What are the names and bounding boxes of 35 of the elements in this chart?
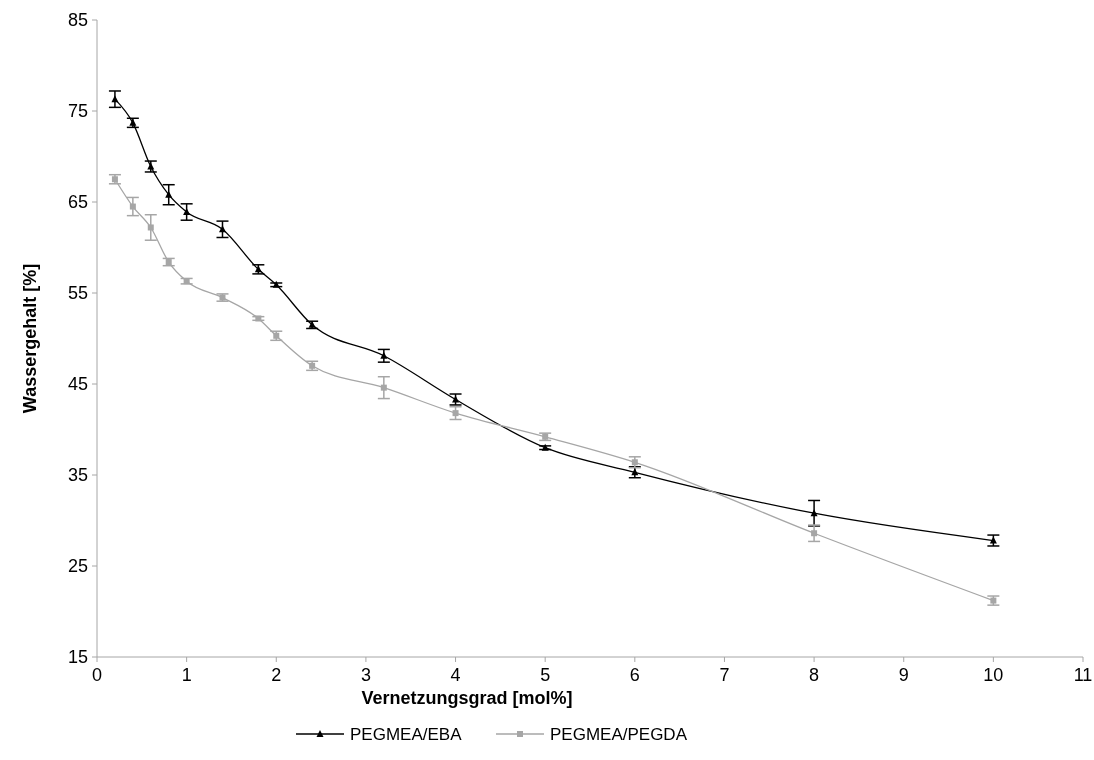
point — [452, 410, 459, 417]
point — [183, 208, 191, 216]
point — [218, 225, 226, 233]
point — [810, 509, 818, 517]
y-tick-label: 75 — [67, 101, 88, 122]
x-tick-label: 5 — [540, 665, 551, 685]
legend-label: PEGMEA/PEGDA — [550, 724, 688, 744]
y-tick-label: 45 — [67, 374, 88, 395]
point — [111, 95, 119, 103]
legend-label: PEGMEA/EBA — [350, 724, 463, 744]
point — [380, 351, 388, 359]
x-tick-label: 11 — [1073, 665, 1093, 685]
y-tick-label: 35 — [67, 465, 88, 486]
x-tick-label: 3 — [360, 665, 371, 685]
x-tick-label: 6 — [629, 665, 640, 685]
x-tick-label: 9 — [898, 665, 909, 685]
x-axis-title: Vernetzungsgrad [mol%] — [361, 688, 573, 708]
x-tick-label: 0 — [91, 665, 103, 685]
y-tick-label: 25 — [67, 556, 88, 577]
x-tick-label: 8 — [809, 665, 820, 685]
y-tick-label: 65 — [67, 192, 88, 213]
point — [129, 203, 136, 210]
y-tick-label: 15 — [67, 647, 88, 668]
point — [165, 190, 173, 198]
y-axis-title: Wassergehalt [%] — [20, 263, 40, 414]
point — [147, 224, 154, 231]
x-tick-label: 1 — [181, 665, 192, 685]
point — [380, 384, 387, 391]
y-tick-label: 85 — [67, 10, 88, 31]
x-tick-label: 2 — [271, 665, 282, 685]
y-tick-label: 55 — [67, 283, 88, 304]
x-tick-label: 10 — [983, 665, 1004, 685]
x-tick-label: 7 — [719, 665, 730, 685]
point — [811, 530, 818, 537]
x-tick-label: 4 — [450, 665, 461, 685]
